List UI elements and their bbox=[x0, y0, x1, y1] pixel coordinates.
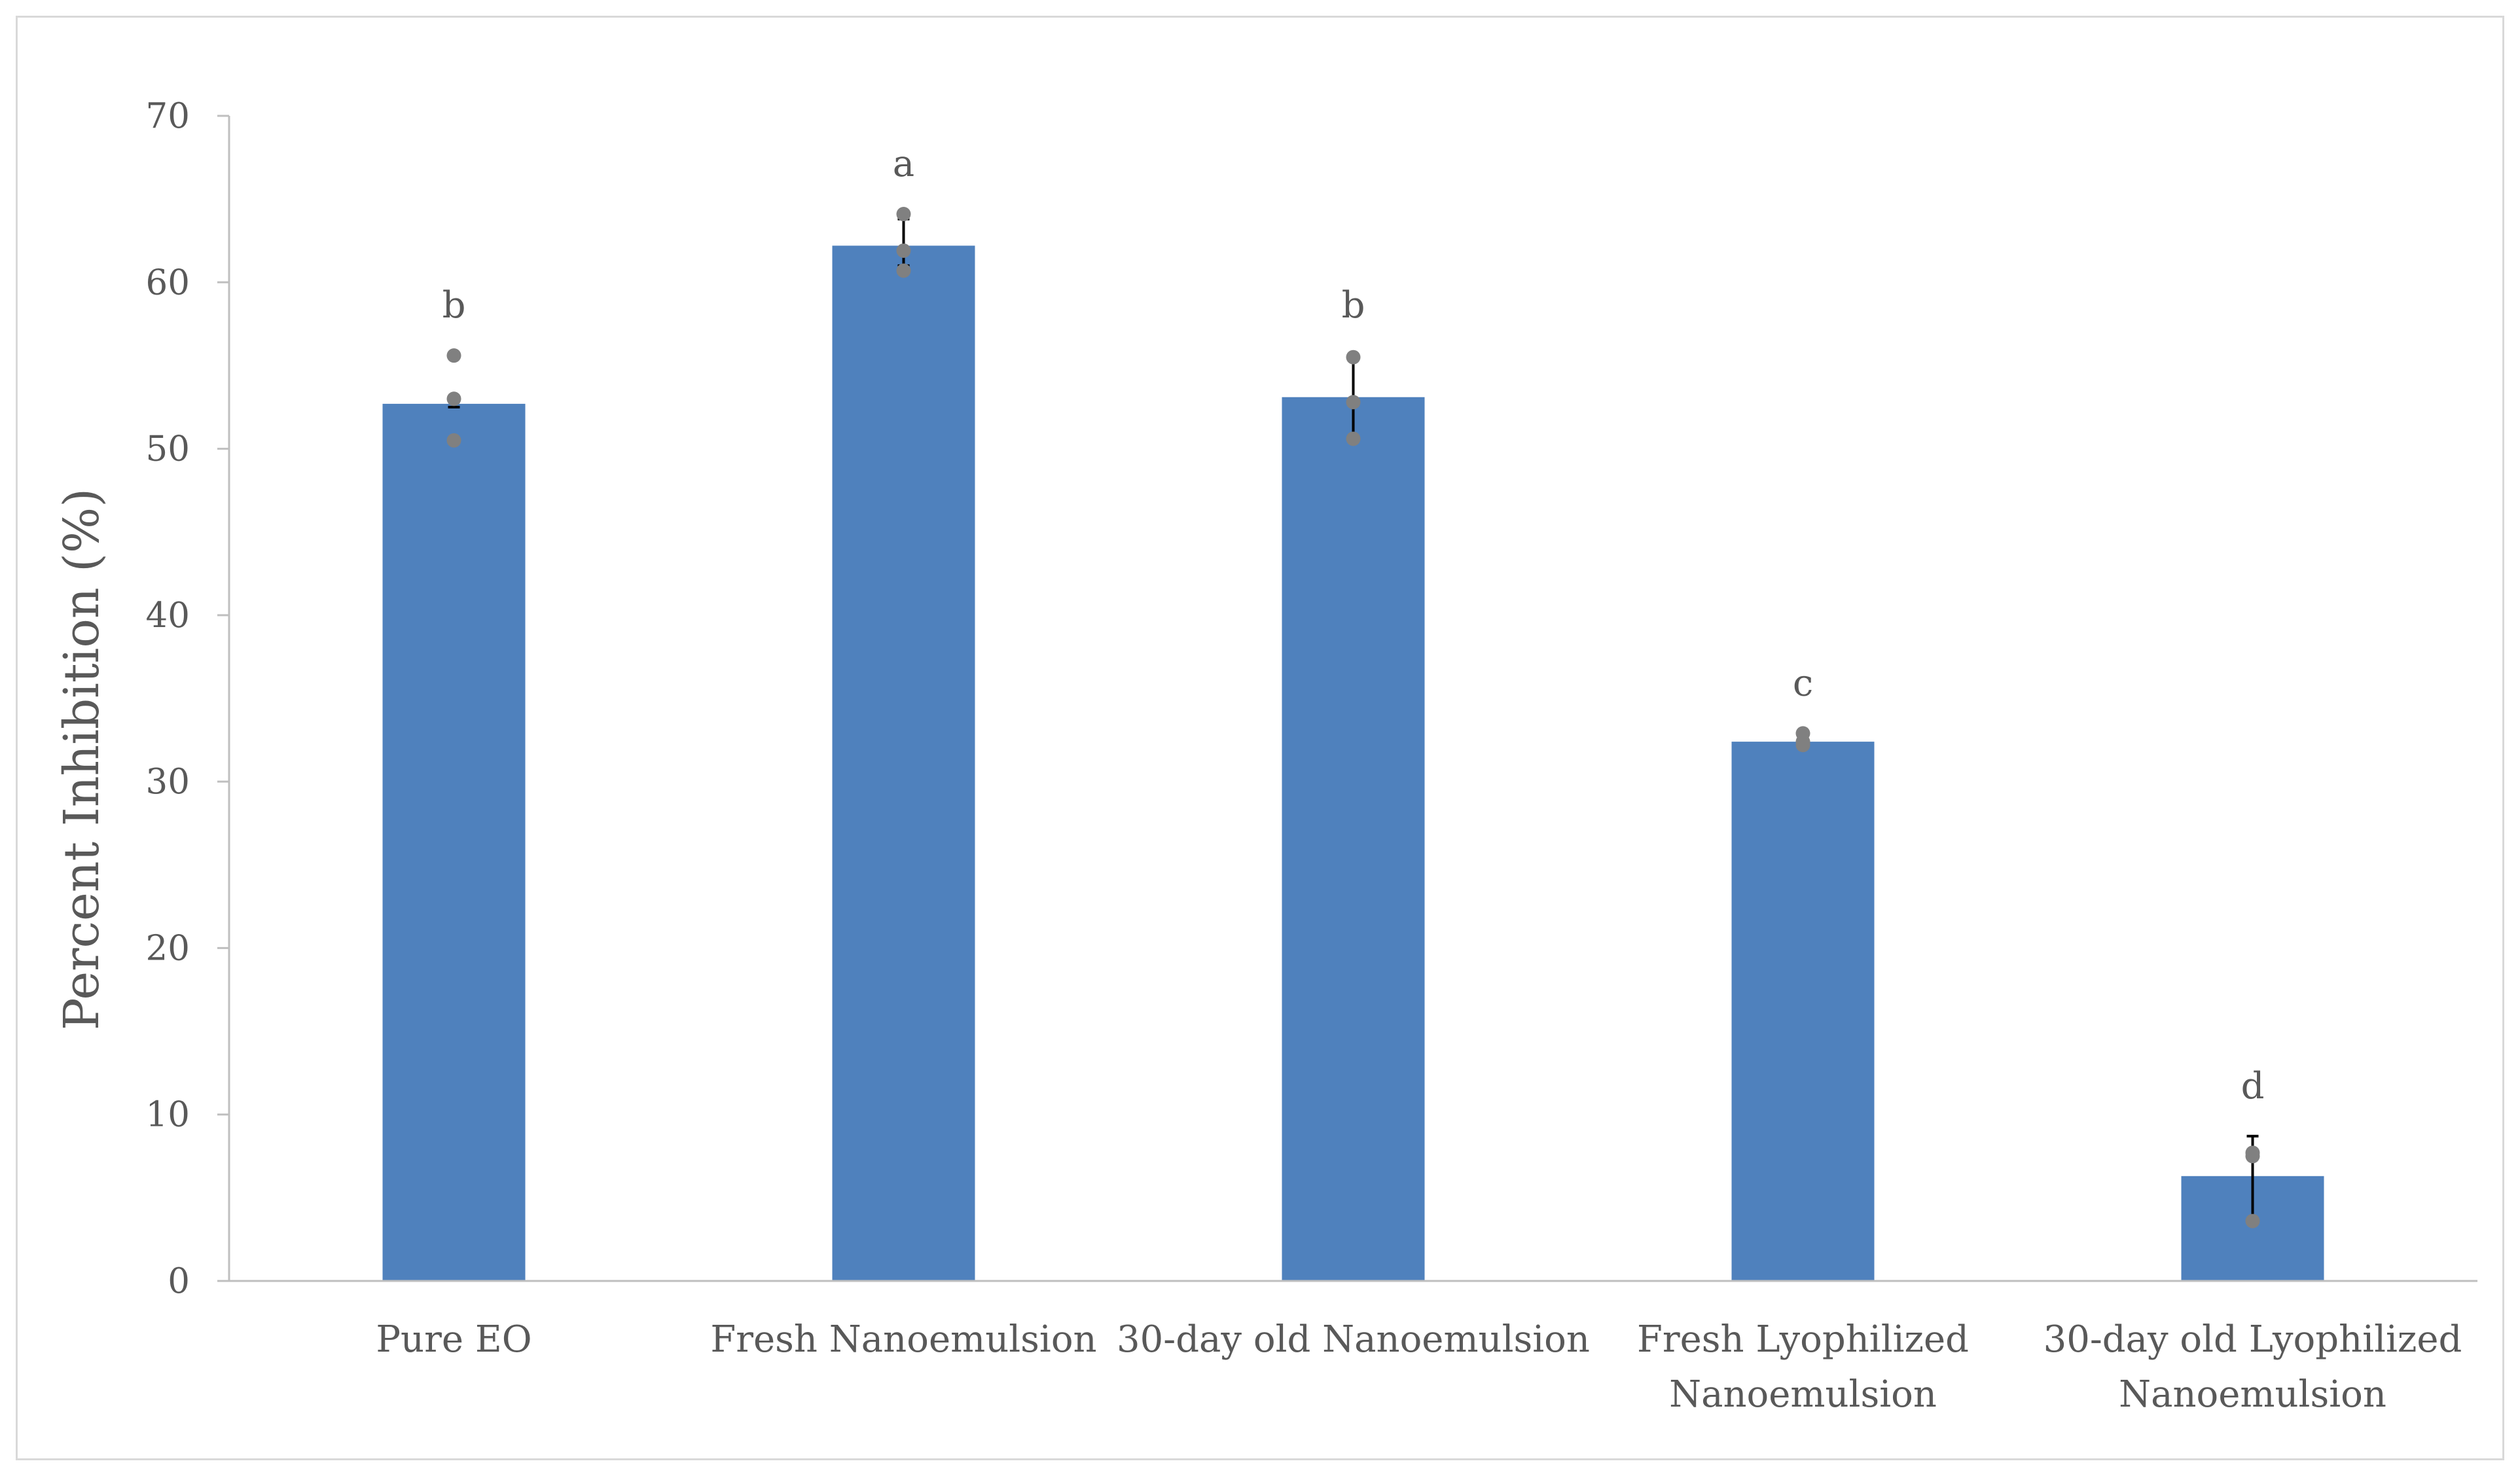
y-tick-label: 40 bbox=[146, 596, 190, 636]
y-axis-title: Percent Inhibition (%) bbox=[54, 488, 110, 1030]
replicate-point-3-2 bbox=[1795, 738, 1810, 753]
y-tick-label: 60 bbox=[146, 262, 190, 302]
bar-1 bbox=[832, 245, 975, 1281]
replicate-point-1-2 bbox=[896, 263, 911, 278]
replicate-point-1-0 bbox=[896, 207, 911, 222]
replicate-point-2-1 bbox=[1346, 395, 1361, 410]
replicate-point-1-1 bbox=[896, 243, 911, 258]
x-category-label-4: 30-day old Lyophilized Nanoemulsion bbox=[2043, 1318, 2462, 1416]
replicate-points-layer bbox=[446, 207, 2260, 1229]
y-ticks-layer: 0 10 20 30 40 50 60 70 bbox=[146, 96, 229, 1301]
bar-3 bbox=[1731, 742, 1875, 1281]
replicate-point-0-1 bbox=[446, 391, 461, 406]
x-category-label-3: Fresh Lyophilized Nanoemulsion bbox=[1637, 1318, 1969, 1416]
y-tick-label: 0 bbox=[168, 1261, 190, 1301]
significance-letters-layer: b a b c d bbox=[442, 143, 2265, 1107]
x-category-label-2: 30-day old Nanoemulsion bbox=[1117, 1318, 1590, 1361]
significance-letter-2: b bbox=[1342, 284, 1365, 327]
y-tick-label: 10 bbox=[146, 1095, 190, 1135]
replicate-point-0-0 bbox=[446, 348, 461, 363]
x-category-label-line: Nanoemulsion bbox=[2119, 1373, 2386, 1416]
x-category-label-line: Pure EO bbox=[376, 1318, 531, 1361]
replicate-point-0-2 bbox=[446, 433, 461, 448]
x-category-label-line: 30-day old Lyophilized bbox=[2043, 1318, 2462, 1361]
bar-0 bbox=[382, 403, 526, 1281]
axes-layer bbox=[217, 116, 2477, 1282]
x-category-label-line: Fresh Lyophilized bbox=[1637, 1318, 1969, 1361]
x-category-label-line: Nanoemulsion bbox=[1669, 1373, 1937, 1416]
bars-layer bbox=[382, 245, 2324, 1281]
significance-letter-4: d bbox=[2241, 1065, 2265, 1107]
y-tick-label: 20 bbox=[146, 928, 190, 968]
significance-letter-1: a bbox=[893, 143, 914, 185]
replicate-point-4-2 bbox=[2245, 1214, 2260, 1229]
y-tick-label: 30 bbox=[146, 762, 190, 802]
x-category-label-1: Fresh Nanoemulsion bbox=[710, 1318, 1096, 1361]
replicate-point-2-2 bbox=[1346, 431, 1361, 446]
bar-2 bbox=[1282, 397, 1425, 1281]
category-labels-layer: Pure EO Fresh Nanoemulsion 30-day old Nano… bbox=[376, 1318, 2462, 1416]
x-category-label-line: 30-day old Nanoemulsion bbox=[1117, 1318, 1590, 1361]
x-category-label-line: Fresh Nanoemulsion bbox=[710, 1318, 1096, 1361]
x-category-label-0: Pure EO bbox=[376, 1318, 531, 1361]
significance-letter-0: b bbox=[442, 284, 466, 327]
y-tick-label: 50 bbox=[146, 429, 190, 469]
replicate-point-4-1 bbox=[2245, 1149, 2260, 1164]
significance-letter-3: c bbox=[1793, 662, 1813, 704]
replicate-point-2-0 bbox=[1346, 350, 1361, 365]
y-tick-label: 70 bbox=[146, 96, 190, 136]
